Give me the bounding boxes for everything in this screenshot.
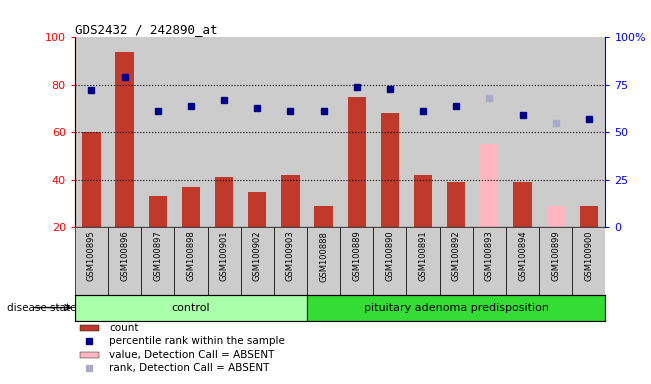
Bar	[108, 37, 141, 227]
Bar	[340, 227, 373, 295]
Bar	[141, 37, 174, 227]
Bar	[572, 37, 605, 227]
Bar	[274, 37, 307, 227]
Bar	[215, 177, 233, 227]
Bar	[406, 227, 439, 295]
Text: GSM100889: GSM100889	[352, 231, 361, 281]
Text: pituitary adenoma predisposition: pituitary adenoma predisposition	[364, 303, 549, 313]
Text: GSM100903: GSM100903	[286, 231, 295, 281]
Bar	[80, 325, 99, 331]
Bar	[108, 227, 141, 295]
Bar	[75, 227, 108, 295]
Bar	[174, 37, 208, 227]
Bar	[381, 113, 399, 227]
Text: GSM100898: GSM100898	[186, 231, 195, 281]
Text: control: control	[172, 303, 210, 313]
Bar	[514, 182, 532, 227]
Bar	[506, 37, 539, 227]
Bar	[141, 227, 174, 295]
Text: GSM100890: GSM100890	[385, 231, 395, 281]
Bar	[75, 295, 307, 321]
Bar	[82, 132, 100, 227]
Bar	[115, 51, 133, 227]
Bar	[447, 182, 465, 227]
Bar	[406, 37, 439, 227]
Bar	[241, 227, 274, 295]
Text: GSM100900: GSM100900	[585, 231, 593, 281]
Text: GSM100893: GSM100893	[485, 231, 494, 281]
Bar	[439, 227, 473, 295]
Bar	[480, 144, 499, 227]
Text: count: count	[109, 323, 139, 333]
Bar	[182, 187, 200, 227]
Text: rank, Detection Call = ABSENT: rank, Detection Call = ABSENT	[109, 363, 270, 373]
Bar	[340, 37, 373, 227]
Bar	[473, 37, 506, 227]
Bar	[80, 352, 99, 358]
Text: GSM100888: GSM100888	[319, 231, 328, 281]
Bar	[439, 37, 473, 227]
Bar	[547, 206, 565, 227]
Bar	[572, 227, 605, 295]
Bar	[314, 206, 333, 227]
Bar	[580, 206, 598, 227]
Bar	[75, 37, 108, 227]
Bar	[281, 175, 299, 227]
Text: GSM100899: GSM100899	[551, 231, 561, 281]
Bar	[414, 175, 432, 227]
Text: GSM100902: GSM100902	[253, 231, 262, 281]
Text: GSM100892: GSM100892	[452, 231, 461, 281]
Bar	[208, 227, 241, 295]
Bar	[373, 227, 406, 295]
Bar	[307, 227, 340, 295]
Bar	[539, 37, 572, 227]
Text: disease state: disease state	[7, 303, 76, 313]
Text: GSM100901: GSM100901	[219, 231, 229, 281]
Bar	[148, 197, 167, 227]
Bar	[307, 295, 605, 321]
Bar	[373, 37, 406, 227]
Bar	[174, 227, 208, 295]
Text: GSM100891: GSM100891	[419, 231, 428, 281]
Bar	[241, 37, 274, 227]
Text: percentile rank within the sample: percentile rank within the sample	[109, 336, 285, 346]
Text: GSM100895: GSM100895	[87, 231, 96, 281]
Text: GSM100897: GSM100897	[153, 231, 162, 281]
Bar	[506, 227, 539, 295]
Bar	[348, 97, 366, 227]
Bar	[473, 227, 506, 295]
Bar	[539, 227, 572, 295]
Bar	[248, 192, 266, 227]
Text: GSM100896: GSM100896	[120, 231, 129, 281]
Bar	[208, 37, 241, 227]
Text: GSM100894: GSM100894	[518, 231, 527, 281]
Bar	[307, 37, 340, 227]
Text: GDS2432 / 242890_at: GDS2432 / 242890_at	[75, 23, 217, 36]
Bar	[274, 227, 307, 295]
Text: value, Detection Call = ABSENT: value, Detection Call = ABSENT	[109, 350, 275, 360]
